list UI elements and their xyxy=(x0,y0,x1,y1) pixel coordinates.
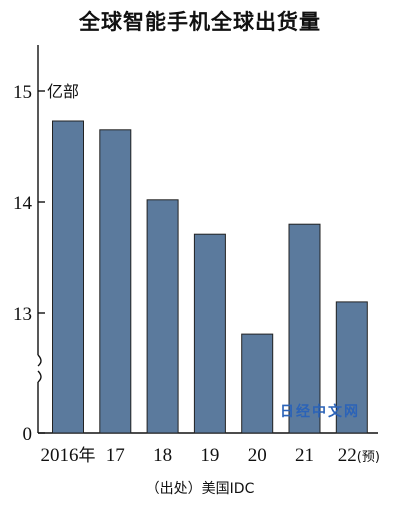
bar xyxy=(193,233,226,434)
x-tick-label: 21 xyxy=(295,445,314,466)
chart-title: 全球智能手机全球出货量 xyxy=(79,10,321,34)
x-tick-label: 19 xyxy=(200,445,219,466)
watermark-logo: 日经中文网 xyxy=(280,404,360,420)
y-tick-label: 15 xyxy=(13,82,32,103)
source-note: （出处）美国IDC xyxy=(145,481,255,497)
bar xyxy=(99,129,132,434)
x-tick-label: 2016年 xyxy=(41,445,96,466)
bar xyxy=(335,301,368,434)
bar xyxy=(288,223,321,434)
bar xyxy=(52,120,84,434)
axis-break-mark xyxy=(37,354,42,367)
y-tick-label: 13 xyxy=(13,304,32,325)
x-tick-label: 17 xyxy=(106,445,125,466)
y-tick-label: 0 xyxy=(23,424,33,445)
x-tick-label: 18 xyxy=(153,445,172,466)
x-tick-label: 22(预) xyxy=(338,445,380,466)
bar xyxy=(241,333,274,434)
x-tick-label: 20 xyxy=(248,445,267,466)
y-tick-label: 14 xyxy=(13,193,33,214)
bar xyxy=(146,199,179,434)
axis-break-mark xyxy=(37,370,42,383)
unit-label: 亿部 xyxy=(47,82,80,101)
